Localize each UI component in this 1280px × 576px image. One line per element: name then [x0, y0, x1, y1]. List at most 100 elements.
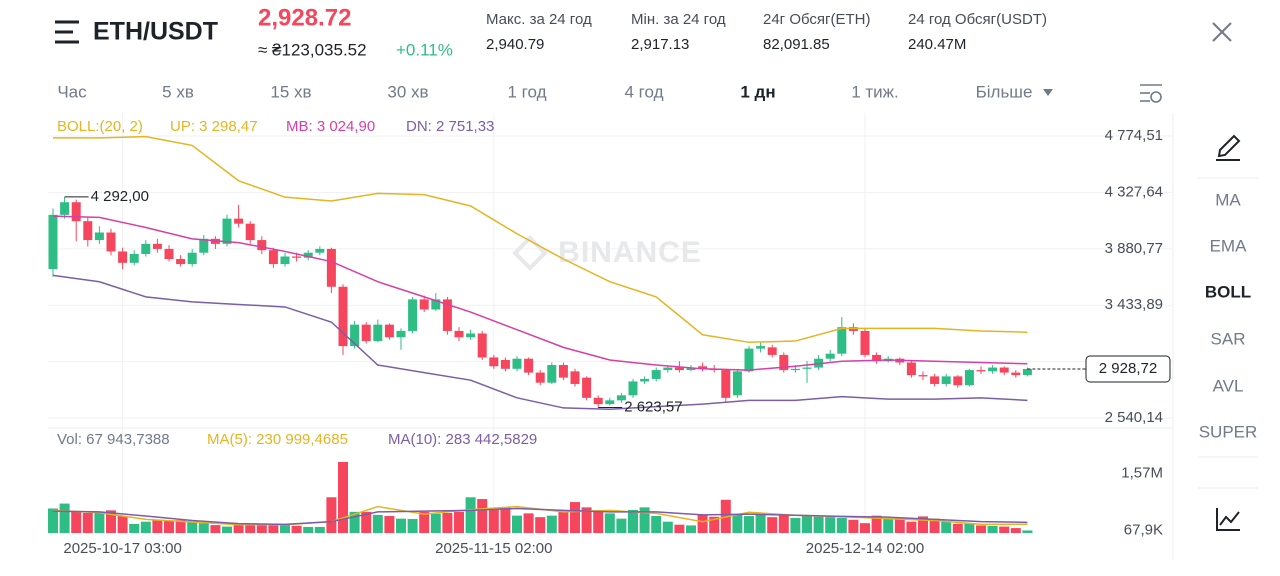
indicator-active[interactable]: BOLL [1205, 282, 1251, 301]
volume-bar [987, 525, 998, 533]
volume-bar [430, 513, 441, 533]
dropdown-arrow [1043, 89, 1053, 96]
candle-body [547, 365, 557, 383]
tab[interactable]: 1 тиж. [851, 82, 899, 101]
candle-body [176, 259, 186, 265]
annotation-label: 4 292,00 [91, 188, 149, 205]
candle-body [976, 370, 986, 372]
volume-bar [210, 525, 221, 533]
volume-bar [361, 511, 372, 533]
candle-body [303, 252, 313, 258]
candle-body [790, 368, 800, 371]
volume-bar [175, 520, 186, 533]
tab[interactable]: 30 хв [387, 82, 428, 101]
volume-bar [454, 511, 464, 533]
candle-body [872, 354, 882, 362]
candle-body [686, 367, 696, 371]
tab[interactable]: 4 год [624, 82, 663, 101]
candle-body [651, 370, 661, 379]
candle-body [94, 232, 104, 241]
menu-icon[interactable] [55, 20, 79, 44]
tab[interactable]: 5 хв [162, 82, 194, 101]
volume-bar [245, 524, 256, 533]
volume-bar [372, 514, 383, 533]
candle-body [1022, 368, 1032, 376]
volume-bar [744, 516, 754, 533]
candle-body [466, 333, 476, 338]
tab[interactable]: 15 хв [270, 82, 311, 101]
boll-line [53, 135, 1028, 344]
volume-bar [129, 523, 140, 533]
candle-body [164, 248, 174, 260]
candle-body [628, 381, 638, 396]
stat-label: Мін. за 24 год [631, 11, 726, 28]
candle-body [570, 371, 580, 384]
last-price-label: 2 928,72 [1099, 360, 1157, 377]
volume-bar [894, 517, 905, 533]
volume-bar [500, 507, 511, 533]
candle-body [1011, 372, 1021, 376]
candle-body [106, 232, 116, 252]
candle-body [431, 299, 441, 310]
volume-bar [512, 515, 522, 533]
draw-icon[interactable] [1216, 134, 1241, 161]
candle-body [941, 376, 951, 384]
volume-tick-label: 67,9K [1124, 521, 1163, 538]
candle-body [152, 243, 162, 249]
volume-bar [639, 507, 650, 533]
volume-bar [140, 521, 151, 533]
volume-bar [488, 509, 499, 533]
tab-active[interactable]: 1 дн [740, 82, 775, 101]
watermark: BINANCE [558, 236, 702, 269]
volume-bar [581, 507, 592, 533]
volume-bar [117, 516, 128, 533]
volume-bar [256, 524, 267, 533]
stat-value: 2,940.79 [486, 36, 544, 53]
y-tick-label: 3 433,89 [1105, 296, 1163, 313]
y-tick-label: 4 327,64 [1105, 183, 1163, 200]
candle-body [222, 218, 232, 244]
volume-bar [82, 513, 93, 533]
indicator[interactable]: MA [1215, 190, 1241, 209]
tab[interactable]: Час [57, 82, 87, 101]
candle-body [906, 362, 916, 376]
volume-bar [442, 513, 453, 533]
watermark-logo [512, 235, 548, 271]
candle-body [268, 250, 278, 265]
volume-bar [314, 526, 325, 533]
volume-bar [1010, 528, 1021, 533]
tab[interactable]: Більше [976, 82, 1033, 101]
x-tick-label: 2025-12-14 02:00 [806, 540, 924, 557]
close-button[interactable] [1212, 22, 1232, 42]
volume-bar [280, 524, 290, 533]
settings-icon[interactable] [1140, 84, 1162, 103]
candle-body [524, 358, 534, 373]
volume-bar [848, 519, 859, 533]
chart-icon[interactable] [1216, 508, 1240, 531]
indicator[interactable]: SUPER [1199, 422, 1258, 441]
volume-bar [106, 510, 116, 533]
indicator[interactable]: AVL [1213, 376, 1244, 395]
candle-body [964, 370, 974, 386]
volume-bar [570, 502, 580, 533]
volume-bar [732, 514, 743, 533]
candle-body [500, 359, 510, 369]
x-tick-label: 2025-10-17 03:00 [63, 540, 181, 557]
volume-bar [778, 514, 789, 533]
indicator[interactable]: SAR [1211, 329, 1246, 348]
y-tick-label: 3 880,77 [1105, 240, 1163, 257]
volume-bar [152, 520, 163, 533]
volume-bar [465, 497, 476, 533]
candle-body [71, 202, 81, 222]
legend-item: UP: 3 298,47 [170, 118, 258, 135]
volume-bar [999, 526, 1010, 533]
legend-item: MB: 3 024,90 [286, 118, 375, 135]
y-tick-label: 2 540,14 [1105, 409, 1163, 426]
indicator[interactable]: EMA [1210, 236, 1248, 255]
tab[interactable]: 1 год [507, 82, 546, 101]
candle-body [582, 377, 592, 398]
volume-bar [546, 515, 557, 533]
boll-line [52, 215, 1028, 371]
volume-bar [686, 525, 696, 533]
last-price-box [1085, 355, 1171, 383]
